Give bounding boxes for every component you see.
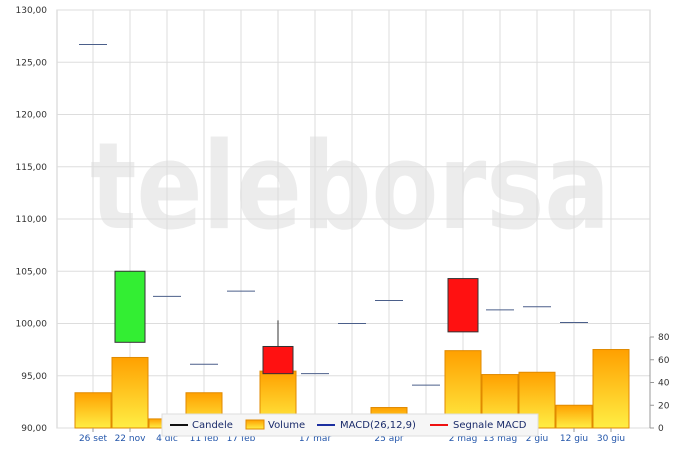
price-tick-label: 130,00 [16, 6, 48, 16]
volume-tick-label: 80 [658, 333, 670, 343]
candle-down [262, 345, 294, 375]
candles [79, 43, 588, 386]
price-tick-label: 110,00 [16, 215, 48, 225]
date-tick-label: 2 giu [526, 434, 549, 444]
date-tick-label: 11 feb [190, 434, 219, 444]
volume-bar [592, 349, 630, 429]
legend-candles-label: Candele [192, 420, 233, 431]
grid-lines [57, 9, 650, 429]
volume-tick-label: 20 [658, 401, 670, 411]
price-tick-label: 105,00 [16, 267, 48, 277]
legend: Candele Volume MACD(26,12,9) Segnale MAC… [161, 413, 539, 437]
date-tick-label: 17 feb [227, 434, 256, 444]
legend-volume-label: Volume [268, 420, 305, 431]
legend-volume-swatch [245, 419, 265, 430]
price-tick-label: 100,00 [16, 320, 48, 330]
volume-bar [555, 404, 593, 429]
volume-tick-label: 60 [658, 356, 670, 366]
date-tick-label: 13 mag [483, 434, 517, 444]
price-tick-label: 95,00 [21, 372, 47, 382]
candle-up [114, 270, 146, 343]
volume-bar [111, 356, 149, 429]
price-tick-label: 115,00 [16, 163, 48, 173]
candle-down [447, 278, 479, 333]
price-axis-ticks: 90,00 95,00 100,00 105,00 110,00 115,00 120,00… [16, 6, 48, 434]
volume-tick-label: 0 [658, 424, 664, 434]
date-tick-label: 4 dic [156, 434, 178, 444]
date-tick-label: 26 set [79, 434, 108, 444]
date-tick-label: 22 nov [115, 434, 147, 444]
volume-bar [74, 392, 112, 429]
watermark-logo: teleborsa [90, 118, 610, 257]
date-tick-label: 2 mag [449, 434, 478, 444]
date-tick-label: 17 mar [299, 434, 332, 444]
legend-macd-label: MACD(26,12,9) [340, 420, 416, 431]
date-tick-label: 12 giu [560, 434, 588, 444]
price-tick-label: 120,00 [16, 111, 48, 121]
date-axis-ticks: 26 set 22 nov 4 dic 11 feb 17 feb 17 mar 25 ap… [79, 428, 625, 444]
date-tick-label: 25 apr [374, 434, 404, 444]
legend-signal-label: Segnale MACD [453, 420, 527, 431]
volume-axis-ticks: 0 20 40 60 80 [649, 333, 670, 434]
date-tick-label: 30 giu [597, 434, 625, 444]
volume-tick-label: 40 [658, 379, 670, 389]
price-tick-label: 125,00 [16, 58, 48, 68]
price-tick-label: 90,00 [21, 424, 47, 434]
